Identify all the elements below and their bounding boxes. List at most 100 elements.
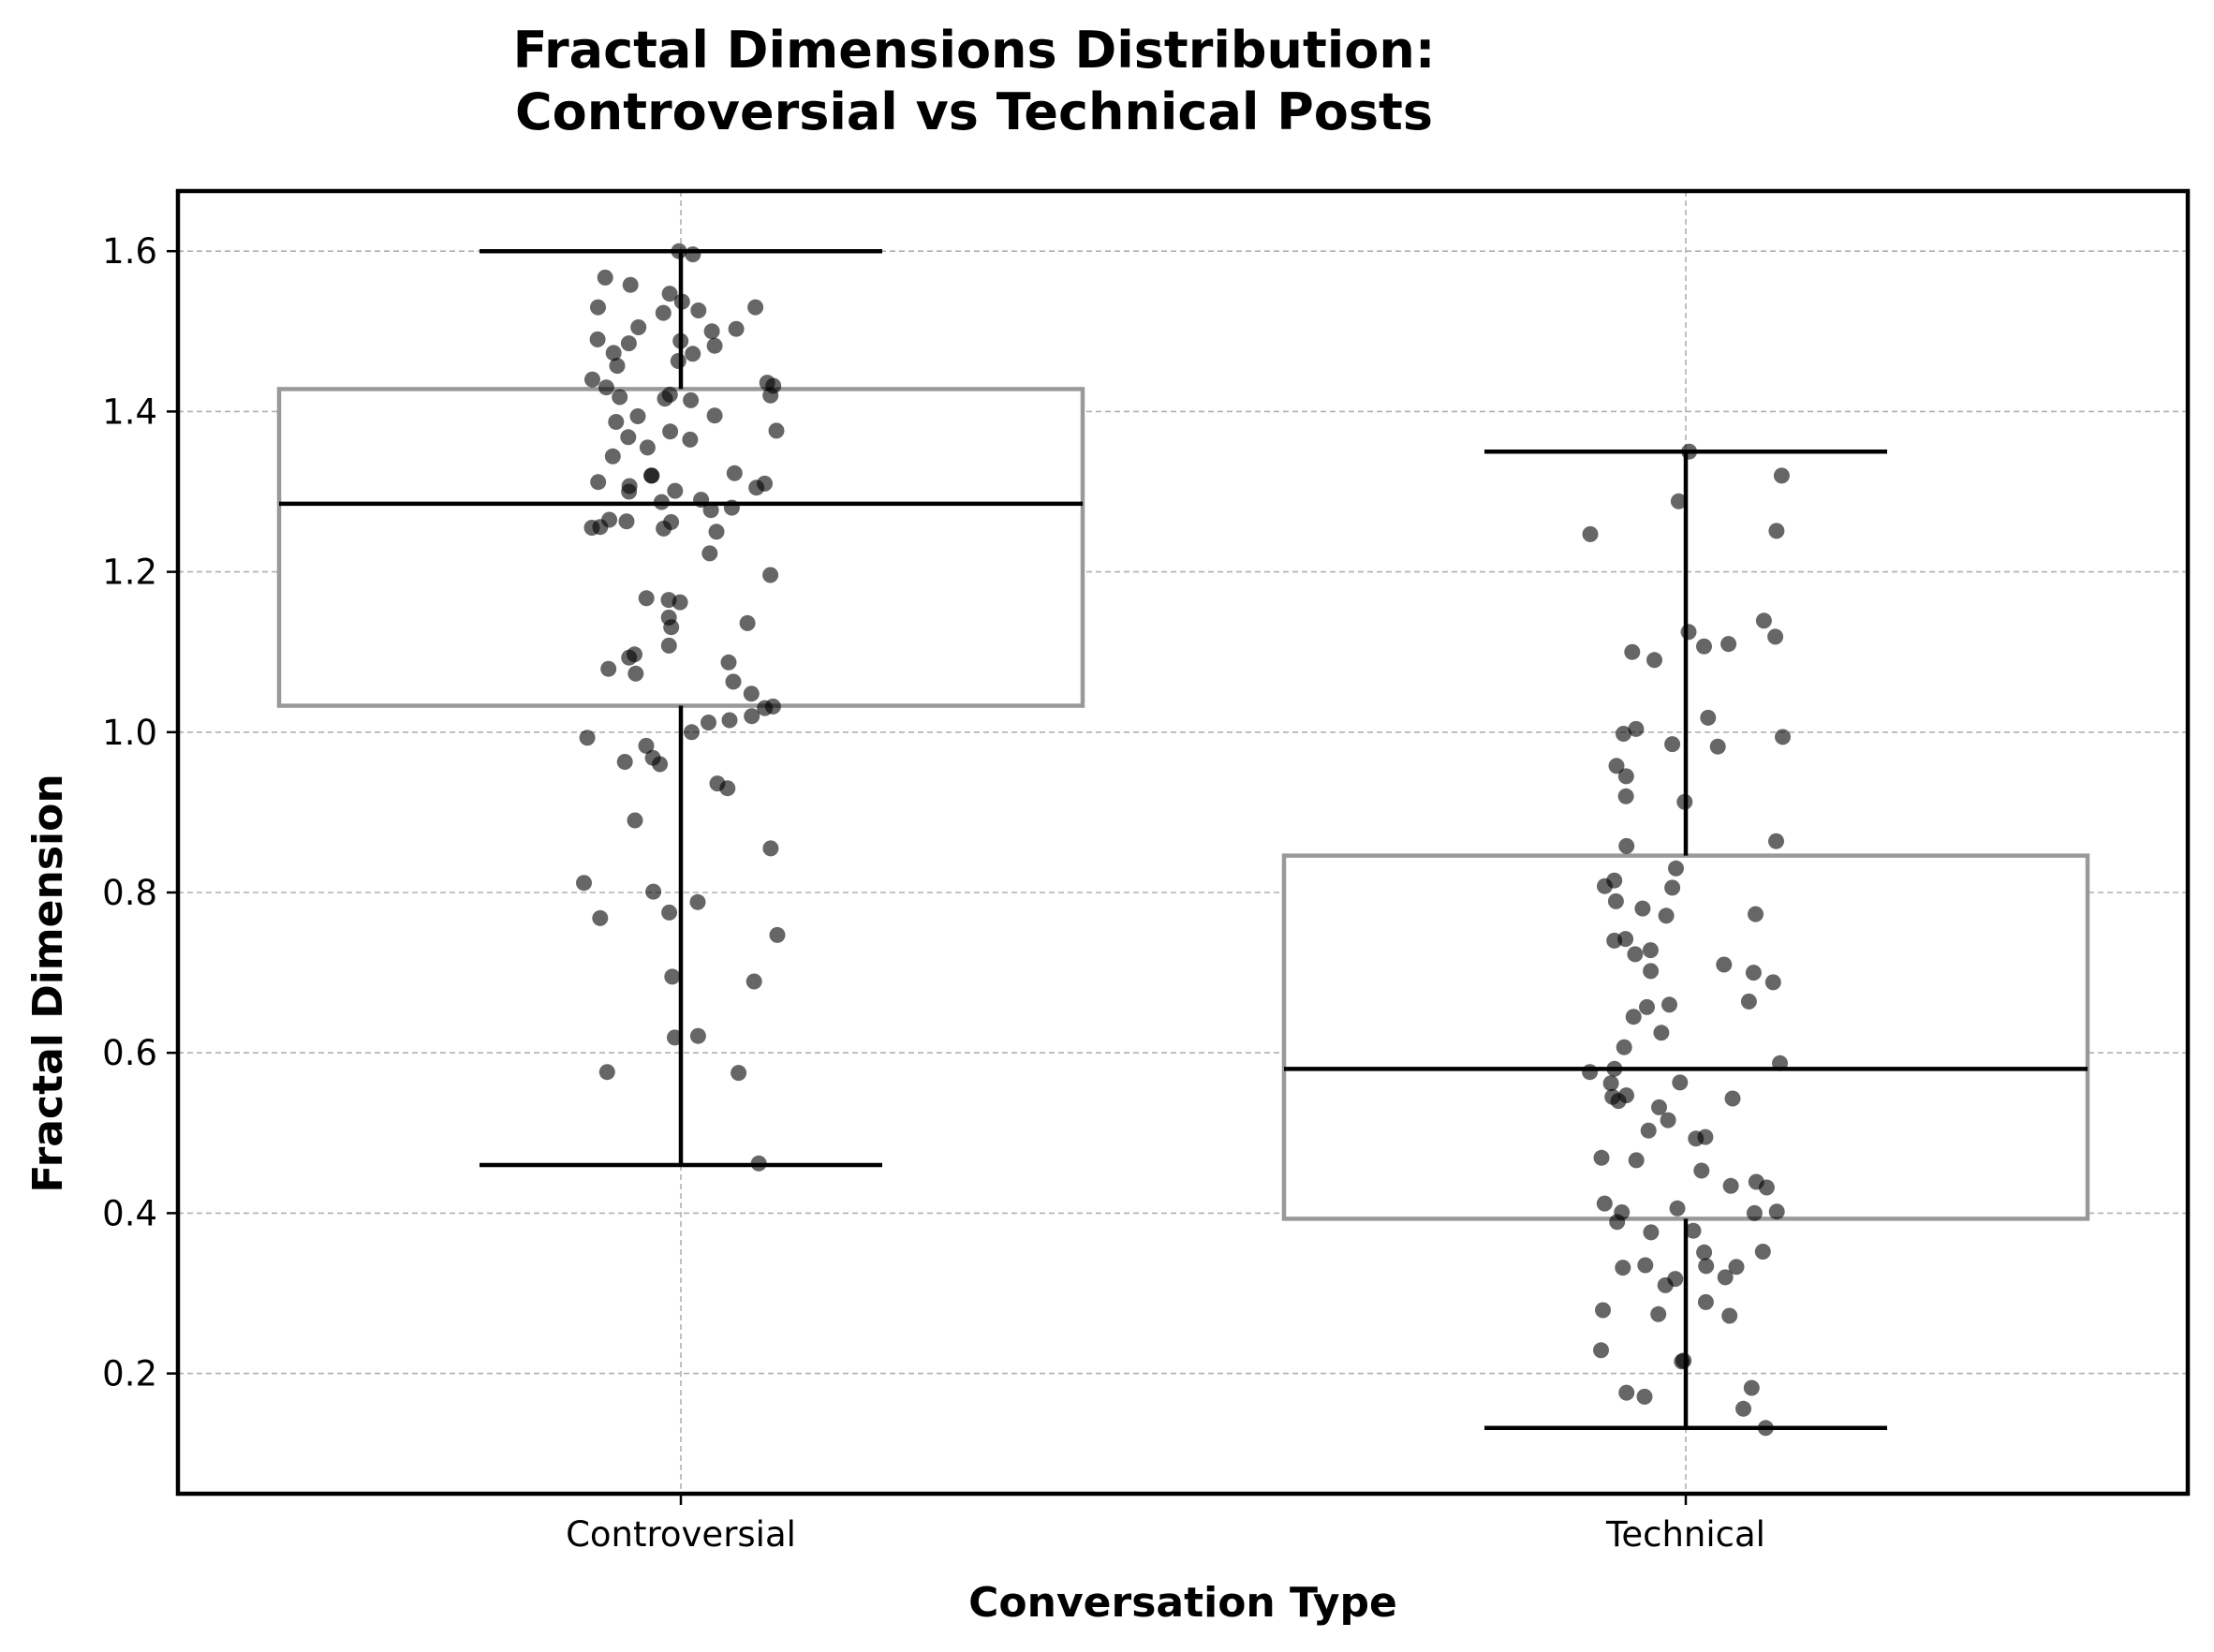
data-point [1637,1257,1654,1274]
data-point [1618,1384,1635,1401]
data-point [627,665,644,682]
data-point [621,649,638,666]
data-point [1698,1258,1715,1275]
data-point [1685,1222,1702,1239]
axis-ticks: 0.2 0.4 0.6 0.8 1.0 1.2 1.4 1.6 Controversial Tec… [102,231,1765,1555]
data-point [1668,860,1684,877]
data-point [1775,729,1791,745]
data-point [600,660,617,677]
data-point [604,448,621,465]
data-point [1595,1302,1611,1319]
data-point [1696,1244,1713,1261]
box-controversial [276,248,1085,1168]
data-point [620,335,637,352]
data-point [671,243,687,259]
data-point [1670,493,1687,509]
data-point [1768,833,1784,849]
data-point [1615,1260,1631,1276]
data-point [1680,624,1697,641]
data-point [1724,1090,1741,1107]
data-point [708,524,725,540]
data-point [1642,942,1659,959]
data-point [1596,1195,1613,1212]
data-point [1745,965,1762,981]
y-tick-label: 1.4 [102,391,157,432]
gridlines [178,191,2188,1494]
data-point [1697,1293,1714,1310]
data-point [685,246,701,263]
data-point [726,465,743,481]
chart-title-line-1: Fractal Dimensions Distribution: [513,21,1436,80]
data-point [1661,996,1677,1013]
data-point [1664,736,1681,753]
data-point [1602,1075,1619,1092]
data-point [1628,1152,1645,1169]
data-point [1717,1269,1734,1286]
data-point [663,619,680,636]
x-tick-label: Technical [1605,1514,1765,1555]
data-point [590,299,606,316]
data-point [643,467,659,484]
data-point [689,893,706,910]
data-point [1688,1130,1705,1147]
y-tick-label: 0.6 [102,1033,157,1073]
data-point [583,520,600,536]
data-point [1651,1099,1667,1115]
data-point [667,1029,683,1046]
plot-frame [175,188,2191,1497]
data-point [683,391,700,408]
data-point [605,345,622,361]
data-point [667,482,684,499]
data-point [762,387,779,404]
data-point [693,492,710,509]
data-point [608,414,625,430]
y-tick-label: 1.0 [102,713,157,753]
chart-title: Fractal Dimensions Distribution: Controv… [513,21,1436,141]
data-point [1616,1039,1632,1055]
data-point [1740,993,1757,1010]
data-point [1764,974,1781,991]
boxes [276,248,2090,1431]
data-point [723,499,740,516]
data-point [701,715,716,730]
data-point [652,756,669,773]
data-point [609,358,626,375]
data-point [1593,1149,1610,1166]
data-point [690,302,707,318]
data-point [1700,709,1717,726]
data-point [1636,1388,1653,1405]
data-point [1597,878,1613,894]
data-point [702,502,719,519]
data-point [1624,643,1641,660]
data-point [639,439,656,456]
data-point [664,968,681,985]
data-point [757,700,774,716]
data-point [721,712,738,729]
data-point [1693,1162,1710,1179]
data-point [1755,612,1772,629]
data-point [589,331,606,347]
data-point [1582,1064,1599,1081]
data-point [1772,1055,1788,1071]
data-point [1634,900,1651,917]
data-point [747,299,764,316]
data-point [703,323,720,340]
data-point [1582,525,1599,542]
data-point [1735,1400,1751,1417]
data-point [627,812,643,829]
data-point [1767,628,1784,645]
data-point [660,637,677,654]
data-point [1657,1276,1674,1293]
y-tick-label: 0.8 [102,873,157,913]
data-point [1606,1060,1623,1077]
data-point [743,686,760,702]
data-point [645,883,662,900]
data-point [1676,793,1693,810]
data-point [1608,758,1625,774]
data-point [592,909,609,926]
data-point [622,276,639,293]
data-point [1768,1203,1785,1220]
data-point [597,269,613,286]
data-point [576,875,592,892]
